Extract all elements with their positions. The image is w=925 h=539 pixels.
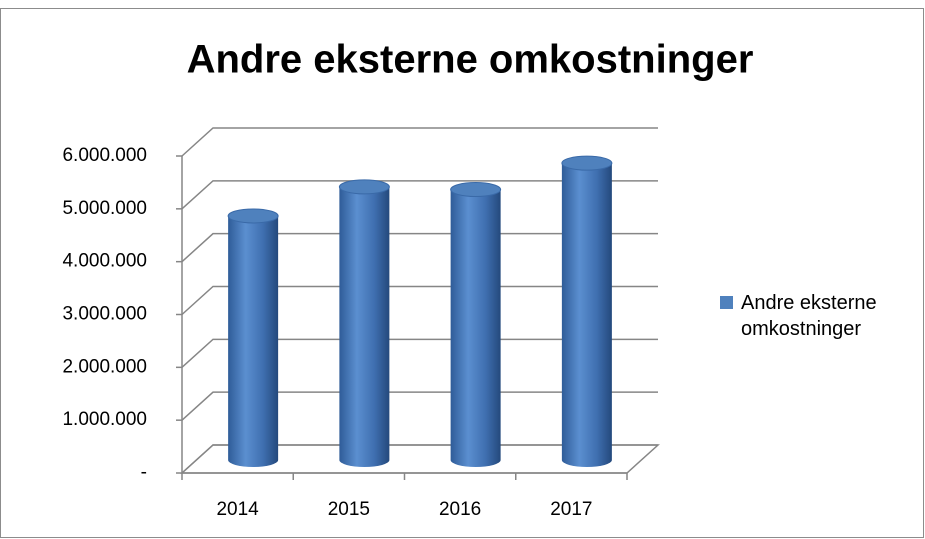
grid-line <box>181 391 658 421</box>
grid-line <box>181 285 658 316</box>
bar-top <box>450 182 502 198</box>
y-tick-label: 4.000.000 <box>62 251 147 272</box>
chart-title: Andre eksterne omkostninger <box>187 38 754 82</box>
frame-border <box>0 8 924 538</box>
y-tick-label: 6.000.000 <box>62 145 147 166</box>
bar <box>450 189 501 468</box>
x-tick-label: 2014 <box>216 499 259 520</box>
bar-top <box>561 155 613 171</box>
legend-swatch <box>720 296 733 309</box>
x-tick-label: 2017 <box>550 499 592 520</box>
bar <box>561 163 612 467</box>
y-tick-label: 1.000.000 <box>62 409 147 430</box>
y-tick-label: 2.000.000 <box>62 356 147 377</box>
y-tick-label: - <box>141 462 147 483</box>
grid-line <box>181 338 658 368</box>
legend-label: Andre eksterne omkostninger <box>741 292 877 340</box>
grid-line <box>181 127 658 157</box>
grid-line <box>181 444 658 474</box>
grid-line <box>181 232 658 263</box>
y-tick-label: 5.000.000 <box>62 198 147 219</box>
bar <box>228 215 279 467</box>
bar-top <box>227 208 279 224</box>
x-tick-label: 2016 <box>439 499 481 520</box>
bar-top <box>338 179 390 195</box>
grid-line <box>181 180 658 210</box>
x-tick-label: 2015 <box>328 499 370 520</box>
bar <box>339 186 390 468</box>
y-tick-label: 3.000.000 <box>62 304 147 325</box>
